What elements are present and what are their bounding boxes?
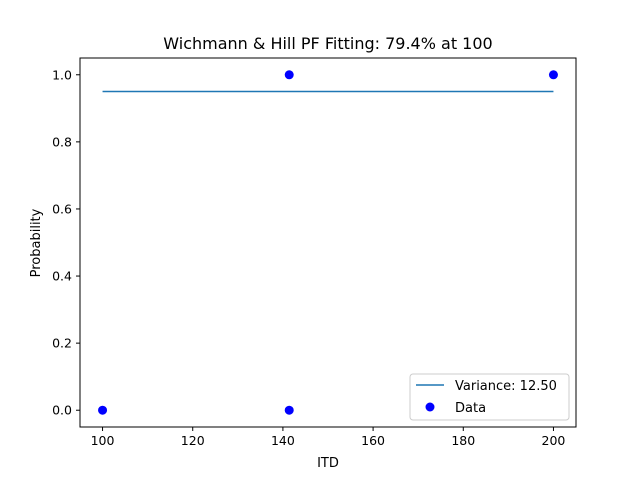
legend-box [409, 373, 570, 421]
y-tick-label: 0.4 [52, 269, 72, 284]
data-point [284, 70, 294, 80]
legend: Variance: 12.50 Data [409, 373, 570, 421]
x-tick-label: 120 [181, 433, 205, 448]
y-tick-label: 0.6 [52, 201, 72, 216]
x-axis: 100 120 140 160 180 200 [91, 427, 566, 448]
x-tick-label: 140 [271, 433, 295, 448]
x-tick-label: 160 [361, 433, 385, 448]
chart-title: Wichmann & Hill PF Fitting: 79.4% at 100 [163, 34, 492, 53]
y-tick-label: 0.2 [52, 336, 72, 351]
y-tick-label: 1.0 [52, 67, 72, 82]
data-point [548, 70, 558, 80]
x-tick-label: 180 [451, 433, 475, 448]
plot-frame [79, 57, 577, 428]
y-axis-label: Probability [29, 208, 44, 277]
y-tick-label: 0.0 [52, 403, 72, 418]
data-point [284, 405, 294, 415]
legend-dot-swatch [425, 402, 435, 412]
legend-entry-data: Data [455, 401, 486, 416]
legend-entry-variance: Variance: 12.50 [455, 379, 557, 394]
x-tick-label: 100 [91, 433, 115, 448]
data-point [98, 405, 108, 415]
y-axis: 0.0 0.2 0.4 0.6 0.8 1.0 [52, 67, 80, 418]
x-axis-label: ITD [317, 456, 339, 471]
x-tick-label: 200 [542, 433, 566, 448]
plot-content [98, 70, 558, 415]
y-tick-label: 0.8 [52, 134, 72, 149]
